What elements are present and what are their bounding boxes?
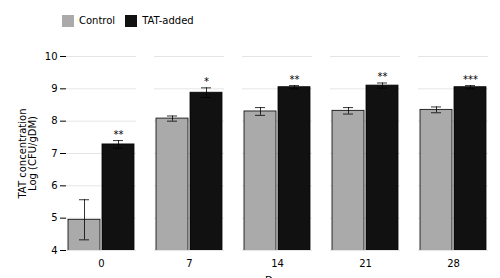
svg-text:**: ** xyxy=(290,74,300,85)
svg-text:Days: Days xyxy=(265,275,290,278)
svg-text:***: *** xyxy=(463,74,478,85)
svg-text:5: 5 xyxy=(51,212,57,223)
svg-text:7: 7 xyxy=(51,148,57,159)
svg-text:**: ** xyxy=(114,129,124,140)
svg-text:TAT concentrationLog (CFU/gDM): TAT concentrationLog (CFU/gDM) xyxy=(17,109,38,200)
svg-text:4: 4 xyxy=(51,245,57,256)
svg-text:28: 28 xyxy=(447,258,460,269)
svg-text:*: * xyxy=(204,76,209,87)
svg-text:14: 14 xyxy=(271,258,284,269)
html-text:Control: Control xyxy=(79,15,116,26)
svg-text:6: 6 xyxy=(51,180,57,191)
svg-text:10: 10 xyxy=(45,51,58,62)
svg-text:21: 21 xyxy=(359,258,372,269)
svg-text:0: 0 xyxy=(98,258,104,269)
svg-text:9: 9 xyxy=(51,83,57,94)
svg-text:**: ** xyxy=(378,71,388,82)
svg-text:7: 7 xyxy=(186,258,192,269)
svg-text:8: 8 xyxy=(51,115,57,126)
html-text:TAT-added: TAT-added xyxy=(142,15,194,26)
